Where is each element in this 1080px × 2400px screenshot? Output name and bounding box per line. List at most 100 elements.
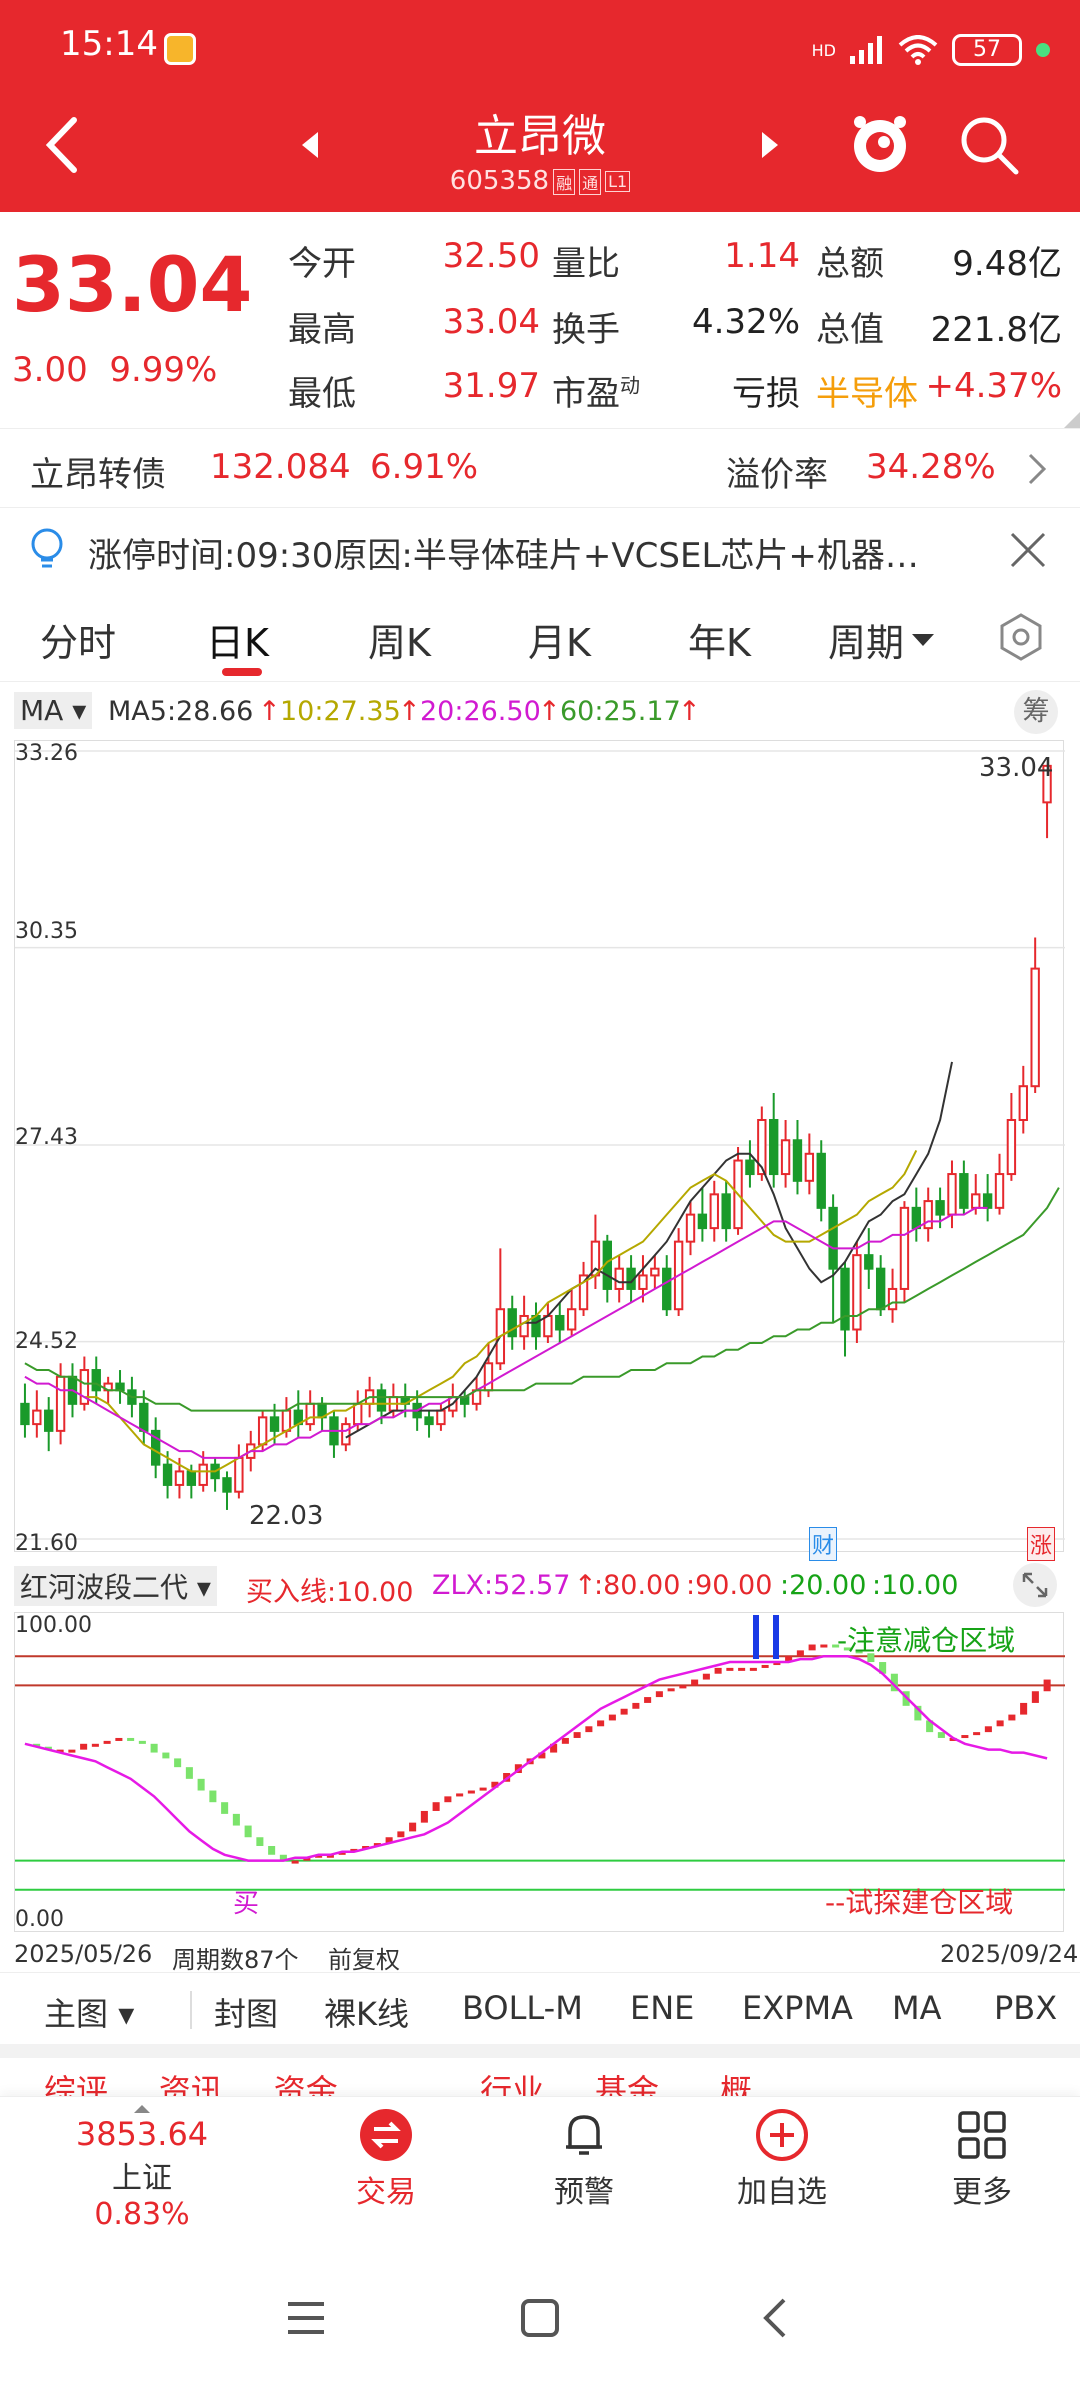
mascot-icon[interactable] [848, 110, 912, 180]
tab-ene[interactable]: ENE [630, 1989, 695, 2027]
pe-label: 市盈动 [552, 366, 640, 415]
adjust-mode[interactable]: 前复权 [328, 1946, 400, 1974]
end-date: 2025/09/24 [940, 1940, 1079, 1968]
candle-body [804, 1152, 815, 1182]
sector-name[interactable]: 半导体 [816, 374, 918, 414]
indicator-bar [820, 1644, 828, 1648]
index-ticker[interactable]: 3853.64 上证 0.83% [62, 2103, 222, 2232]
indicator-bar [796, 1650, 804, 1657]
candle-body [875, 1267, 886, 1311]
indicator-tabs: 主图 ▾ 封图 裸K线 BOLL-M ENE EXPMA MA PBX [0, 1972, 1080, 2044]
candle-body [436, 1409, 446, 1426]
tab-boll-m[interactable]: BOLL-M [462, 1989, 583, 2027]
tab-pbx[interactable]: PBX [994, 1989, 1058, 2027]
back-icon[interactable] [38, 110, 88, 180]
indicator-svg [15, 1615, 1065, 1891]
tab-yearly-k[interactable]: 年K [688, 621, 751, 665]
candle-body [150, 1429, 161, 1466]
triangle-up-icon [134, 2105, 150, 2113]
candle-body [994, 1173, 1005, 1209]
tab-monthly-k[interactable]: 月K [528, 621, 591, 665]
tab-weekly-k[interactable]: 周K [368, 621, 431, 665]
price-change: 3.00 9.99% [12, 350, 217, 390]
candle-body [650, 1267, 660, 1277]
tab-naked-k[interactable]: 裸K线 [324, 1995, 409, 2033]
ma-legend: MA ▾ MA5:28.66 ↑ 10:27.35 ↑ 20:26.50 ↑ 6… [0, 690, 1080, 734]
limit-up-marker[interactable]: 涨 [1027, 1527, 1056, 1561]
ma-selector-text: MA [20, 694, 64, 727]
tab-intraday[interactable]: 分时 [40, 621, 117, 665]
settings-icon[interactable] [996, 612, 1046, 662]
nav-add-watchlist[interactable]: 加自选 [702, 2107, 862, 2211]
tab-main-chart[interactable]: 主图 ▾ [44, 1995, 135, 2033]
candle-body [353, 1402, 363, 1426]
indicator-bar [538, 1752, 546, 1759]
bond-pct: 6.91% [370, 447, 479, 487]
indicator-bar [221, 1802, 229, 1814]
prev-stock-icon[interactable] [298, 130, 322, 160]
close-icon[interactable] [1008, 530, 1048, 570]
search-icon[interactable] [956, 112, 1022, 178]
finance-marker[interactable]: 财 [809, 1527, 838, 1561]
system-back-icon[interactable] [760, 2296, 790, 2340]
candle-body [79, 1369, 90, 1405]
ma-selector[interactable]: MA ▾ [14, 692, 93, 729]
indicator-bar [456, 1793, 464, 1797]
candle-body [828, 1206, 838, 1270]
stock-name: 立昂微 [474, 111, 606, 162]
content-tabs-partial: 综评 资讯 资金 行业 基金 概 [0, 2058, 1080, 2098]
nav-add-label: 加自选 [737, 2175, 827, 2210]
indicator-chart[interactable]: 100.00 0.00 -注意减仓区域 --试探建仓区域 买 [14, 1612, 1065, 1932]
candle-body [1006, 1118, 1017, 1176]
bond-price: 132.084 [210, 447, 351, 487]
indicator-bar [867, 1653, 875, 1663]
candle-body [769, 1118, 779, 1176]
caret-down-icon [912, 634, 934, 646]
sector-change[interactable]: +4.37% [925, 366, 1063, 406]
tab-ma[interactable]: MA [892, 1989, 942, 2027]
candle-body [531, 1314, 541, 1338]
chip-distribution-button[interactable]: 筹 [1014, 690, 1058, 734]
candle-body [697, 1213, 708, 1230]
candle-body [198, 1463, 208, 1486]
next-stock-icon[interactable] [758, 130, 782, 160]
open-value: 32.50 [442, 236, 540, 276]
start-date: 2025/05/26 [14, 1940, 153, 1968]
candle-body [923, 1200, 933, 1230]
indicator-bar [996, 1720, 1004, 1727]
ind-y-bottom: 0.00 [15, 1907, 64, 1932]
kline-chart[interactable]: 33.26 30.35 27.43 24.52 21.60 33.04 22.0… [14, 740, 1065, 1561]
nav-alert[interactable]: 预警 [504, 2107, 664, 2211]
period-count: 周期数87个 [172, 1946, 299, 1974]
indicator-bar [315, 1854, 323, 1858]
expand-corner-icon[interactable] [1064, 412, 1080, 428]
home-icon[interactable] [520, 2298, 560, 2338]
turnover-value: 4.32% [691, 302, 800, 342]
tab-expma[interactable]: EXPMA [742, 1989, 853, 2027]
indicator-bar [268, 1846, 276, 1855]
indicator-bar [984, 1726, 992, 1733]
fullscreen-icon[interactable] [1012, 1562, 1058, 1608]
convertible-bond-row[interactable]: 立昂转债 132.084 6.91% 溢价率 34.28% [0, 428, 1080, 508]
tab-daily-k[interactable]: 日K [206, 621, 269, 665]
limit-up-notice[interactable]: 涨停时间:09:30原因:半导体硅片+VCSEL芯片+机器… [0, 510, 1080, 590]
nav-trade[interactable]: 交易 [306, 2107, 466, 2211]
menu-icon[interactable] [286, 2300, 326, 2336]
margin-tag: 融 [553, 168, 576, 195]
ma-line-ma10 [84, 1149, 918, 1473]
indicator-bar [949, 1737, 957, 1741]
ma-line-ma20 [24, 1206, 988, 1459]
nav-more[interactable]: 更多 [902, 2107, 1062, 2211]
indicator-bar [162, 1752, 170, 1759]
indicator-bar [256, 1837, 264, 1846]
tab-fengtu[interactable]: 封图 [214, 1995, 279, 2033]
indicator-bar [373, 1843, 381, 1847]
pe-sup: 动 [620, 373, 640, 398]
candle-body [685, 1213, 696, 1243]
indicator-bar [44, 1746, 52, 1750]
indicator-selector[interactable]: 红河波段二代 ▾ [14, 1566, 217, 1606]
candle-body [257, 1416, 268, 1446]
tab-period[interactable]: 周期 [828, 621, 905, 665]
notification-app-icon [164, 33, 196, 65]
system-navbar [0, 2236, 1080, 2400]
